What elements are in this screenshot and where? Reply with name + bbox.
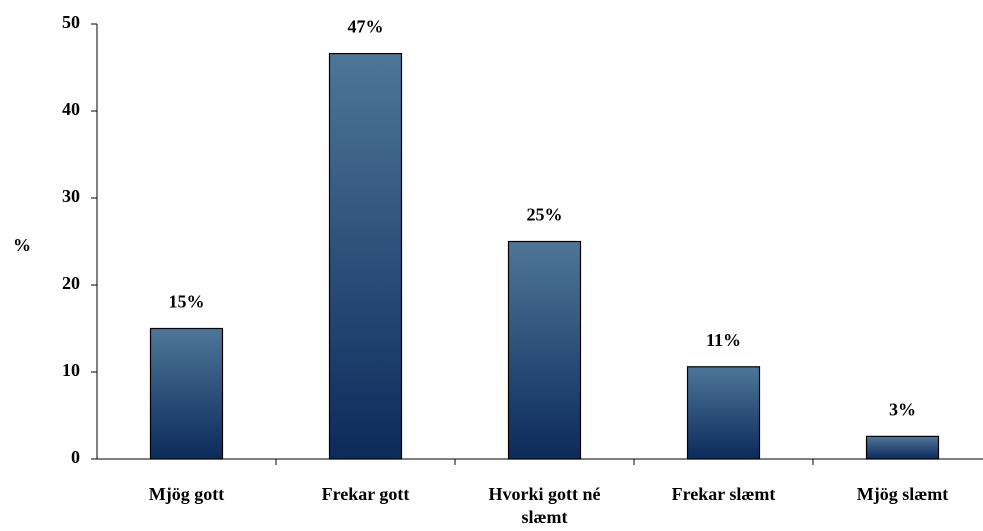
y-tick-label: 20: [62, 273, 80, 293]
y-tick-label: 0: [71, 447, 80, 467]
data-label: 3%: [889, 400, 916, 420]
x-tick-label: Frekar slæmt: [671, 484, 776, 504]
bar: [865, 435, 940, 460]
x-tick-label: Mjög gott: [148, 484, 225, 504]
data-label: 15%: [169, 292, 205, 312]
y-tick-label: 40: [62, 99, 80, 119]
bar: [149, 327, 224, 460]
bar: [328, 52, 403, 460]
bar: [507, 240, 582, 460]
data-label: 47%: [348, 17, 384, 37]
x-tick-label: Mjög slæmt: [856, 484, 949, 504]
y-tick-label: 50: [62, 12, 80, 32]
y-axis-label: %: [13, 235, 31, 255]
y-tick-label: 10: [62, 360, 80, 380]
x-tick-label: Frekar gott: [321, 484, 410, 504]
bar: [686, 366, 761, 460]
y-tick-label: 30: [62, 186, 80, 206]
x-tick-label: Hvorki gott né slæmt: [488, 484, 601, 527]
data-label: 11%: [706, 330, 741, 350]
data-label: 25%: [527, 205, 563, 225]
